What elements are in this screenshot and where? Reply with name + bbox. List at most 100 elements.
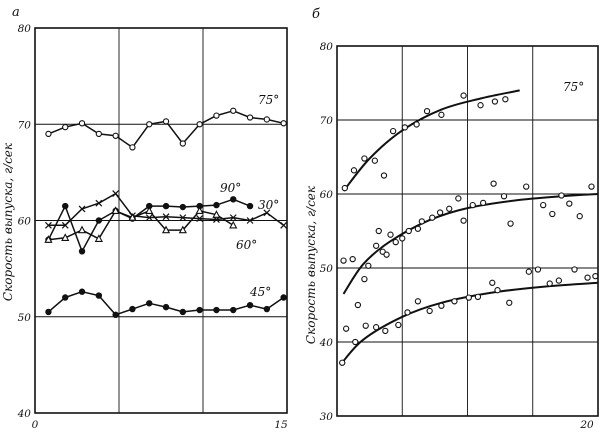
data-point: [584, 274, 591, 281]
data-point: [280, 221, 288, 229]
data-point: [179, 140, 186, 147]
data-point: [460, 217, 467, 224]
data-point: [546, 280, 553, 287]
data-point: [45, 308, 52, 316]
data-point: [389, 127, 397, 135]
data-point: [494, 287, 501, 294]
data-point: [571, 266, 578, 273]
data-point: [195, 206, 204, 215]
panel-b-series: 75°: [339, 80, 599, 366]
data-point: [418, 218, 425, 225]
data-point: [460, 92, 467, 99]
data-point: [455, 195, 462, 202]
y-tick-label: 70: [320, 115, 334, 127]
series-label: 60°: [236, 238, 257, 252]
data-point: [196, 306, 203, 314]
data-point: [399, 235, 406, 242]
data-point: [112, 190, 120, 197]
data-point: [413, 121, 420, 128]
data-point: [340, 257, 347, 264]
data-point: [230, 107, 237, 114]
series-1: 75°: [341, 80, 584, 192]
data-point: [480, 199, 487, 207]
data-point: [350, 167, 358, 174]
data-point: [129, 305, 136, 313]
data-point: [339, 359, 346, 366]
data-point: [534, 266, 542, 273]
series-1: 75°: [45, 93, 287, 151]
data-point: [280, 120, 287, 127]
data-point: [342, 325, 350, 332]
data-point: [95, 217, 103, 224]
data-point: [365, 262, 372, 269]
data-point: [404, 309, 411, 316]
data-point: [161, 225, 171, 234]
data-point: [112, 132, 119, 139]
series-4: 60°: [44, 206, 257, 252]
data-point: [62, 202, 69, 210]
data-point: [361, 155, 368, 162]
data-point: [146, 300, 153, 307]
data-point: [349, 255, 356, 263]
data-point: [95, 292, 103, 299]
series-label: 75°: [258, 93, 279, 107]
data-point: [540, 201, 547, 209]
data-point: [382, 327, 389, 335]
data-point: [179, 203, 187, 211]
data-point: [507, 220, 514, 227]
data-point: [213, 112, 220, 119]
data-point: [446, 205, 453, 212]
data-point: [129, 144, 136, 151]
y-tick-label: 60: [18, 216, 32, 228]
data-point: [213, 306, 220, 314]
data-point: [371, 157, 378, 164]
panel-a-series: 75° 90° 30° 60° 45°: [44, 93, 288, 319]
data-point: [78, 248, 86, 255]
y-tick-label: 30: [320, 411, 334, 423]
y-tick-label: 40: [319, 337, 334, 349]
data-point: [361, 275, 368, 283]
panel-b-letter: б: [312, 7, 320, 22]
data-point: [230, 306, 237, 314]
fit-curve: [342, 89, 520, 192]
data-point: [212, 210, 221, 218]
y-tick-label: 70: [18, 119, 32, 131]
data-point: [576, 213, 583, 220]
data-point: [405, 227, 412, 235]
data-point: [506, 299, 513, 306]
data-point: [555, 277, 562, 284]
y-tick-label: 80: [18, 23, 32, 35]
data-point: [178, 225, 187, 234]
data-point: [474, 293, 482, 301]
data-point: [61, 233, 70, 241]
data-point: [558, 192, 565, 199]
series-label: 30°: [258, 198, 279, 212]
data-point: [230, 196, 237, 203]
data-point: [414, 225, 422, 232]
data-point: [162, 303, 170, 311]
series-3: 30°: [45, 190, 288, 229]
panel-b-ticks: 30 40 50 60 70 80 20: [319, 41, 594, 431]
data-point: [395, 321, 402, 329]
data-point: [196, 215, 204, 222]
series-2: [340, 180, 599, 309]
data-point: [229, 214, 237, 222]
data-point: [549, 210, 556, 218]
data-point: [500, 193, 508, 200]
data-point: [380, 172, 388, 179]
data-point: [229, 220, 238, 229]
y-tick-label: 80: [320, 41, 334, 53]
data-point: [263, 209, 271, 217]
data-point: [438, 111, 445, 118]
series-label: 45°: [249, 285, 271, 299]
data-point: [78, 205, 86, 213]
y-tick-label: 60: [320, 189, 334, 201]
data-point: [392, 238, 399, 246]
data-point: [162, 118, 170, 125]
data-point: [490, 180, 497, 187]
data-point: [145, 206, 154, 215]
data-point: [451, 298, 458, 305]
data-point: [145, 214, 153, 222]
data-point: [78, 120, 86, 127]
x-tick-label: 20: [579, 419, 594, 431]
